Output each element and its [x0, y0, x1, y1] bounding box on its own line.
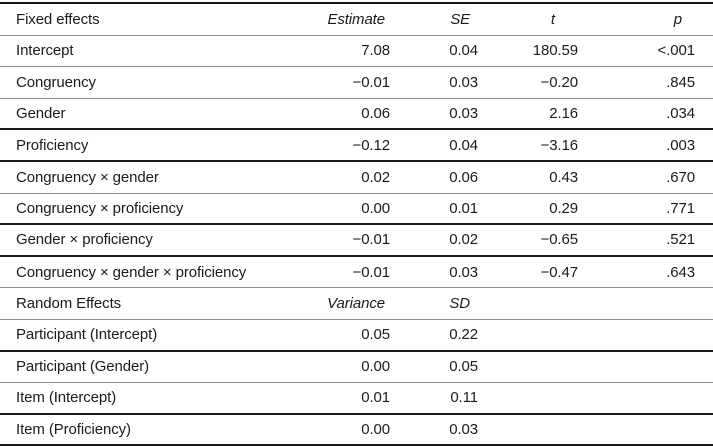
variance-column-header: Variance [327, 295, 385, 313]
variance-value: 0.05 [361, 326, 390, 344]
sd-value: 0.22 [449, 326, 478, 344]
estimate-value: 0.00 [361, 199, 390, 217]
se-column-header: SE [450, 10, 470, 28]
effect-label: Congruency × gender [16, 168, 159, 186]
fixed-effects-header-row: Fixed effects Estimate SE t p [0, 4, 713, 36]
estimate-value: −0.01 [352, 263, 391, 281]
effect-label: Intercept [16, 42, 74, 60]
table-row-participant-intercept: Participant (Intercept) 0.05 0.22 [0, 320, 713, 352]
table-row-gender-proficiency: Gender × proficiency −0.01 0.02 −0.65 .5… [0, 225, 713, 257]
estimate-value: −0.12 [352, 136, 391, 154]
t-value: −0.65 [540, 231, 579, 249]
p-value: .003 [666, 136, 695, 154]
variance-value: 0.00 [361, 421, 390, 439]
se-value: 0.06 [449, 168, 478, 186]
estimate-value: 7.08 [361, 42, 390, 60]
effect-label: Congruency × proficiency [16, 199, 184, 217]
se-value: 0.03 [449, 105, 478, 123]
p-value: .521 [666, 231, 695, 249]
table-row-congruency-gender-proficiency: Congruency × gender × proficiency −0.01 … [0, 257, 713, 289]
table-row-item-intercept: Item (Intercept) 0.01 0.11 [0, 383, 713, 415]
random-effect-label: Participant (Gender) [16, 358, 150, 376]
se-value: 0.02 [449, 231, 478, 249]
estimate-value: 0.02 [361, 168, 390, 186]
table-row-gender: Gender 0.06 0.03 2.16 .034 [0, 99, 713, 131]
estimate-value: 0.06 [361, 105, 390, 123]
table-row-congruency-proficiency: Congruency × proficiency 0.00 0.01 0.29 … [0, 194, 713, 226]
p-value: .845 [666, 73, 695, 91]
p-value: .034 [666, 105, 695, 123]
table-row-intercept: Intercept 7.08 0.04 180.59 <.001 [0, 36, 713, 68]
random-effects-header-row: Random Effects Variance SD [0, 288, 713, 320]
fixed-effects-header-label: Fixed effects [16, 10, 100, 28]
t-value: 180.59 [532, 42, 578, 60]
table-row-item-proficiency: Item (Proficiency) 0.00 0.03 [0, 415, 713, 446]
effect-label: Gender [16, 105, 66, 123]
random-effect-label: Item (Proficiency) [16, 421, 131, 439]
t-value: 0.43 [549, 168, 578, 186]
t-value: 0.29 [549, 199, 578, 217]
estimate-value: −0.01 [352, 231, 391, 249]
random-effect-label: Participant (Intercept) [16, 326, 158, 344]
sd-value: 0.05 [449, 358, 478, 376]
table-row-participant-gender: Participant (Gender) 0.00 0.05 [0, 352, 713, 384]
random-effect-label: Item (Intercept) [16, 389, 117, 407]
p-value: <.001 [657, 42, 696, 60]
t-column-header: t [550, 10, 555, 28]
table-row-congruency-gender: Congruency × gender 0.02 0.06 0.43 .670 [0, 162, 713, 194]
variance-value: 0.01 [361, 389, 390, 407]
t-value: −3.16 [540, 136, 579, 154]
random-effects-header-label: Random Effects [16, 295, 122, 313]
sd-column-header: SD [449, 295, 470, 313]
effect-label: Congruency [16, 73, 96, 91]
se-value: 0.03 [449, 73, 478, 91]
variance-value: 0.00 [361, 358, 390, 376]
se-value: 0.04 [449, 136, 478, 154]
p-value: .771 [666, 199, 695, 217]
t-value: 2.16 [549, 105, 578, 123]
p-column-header: p [673, 10, 682, 28]
sd-value: 0.03 [449, 421, 478, 439]
estimate-value: −0.01 [352, 73, 391, 91]
t-value: −0.47 [540, 263, 579, 281]
effect-label: Gender × proficiency [16, 231, 153, 249]
table-row-congruency: Congruency −0.01 0.03 −0.20 .845 [0, 67, 713, 99]
t-value: −0.20 [540, 73, 579, 91]
table-row-proficiency: Proficiency −0.12 0.04 −3.16 .003 [0, 130, 713, 162]
effect-label: Proficiency [16, 136, 89, 154]
p-value: .643 [666, 263, 695, 281]
effect-label: Congruency × gender × proficiency [16, 263, 247, 281]
se-value: 0.01 [449, 199, 478, 217]
estimate-column-header: Estimate [327, 10, 385, 28]
p-value: .670 [666, 168, 695, 186]
se-value: 0.04 [449, 42, 478, 60]
se-value: 0.03 [449, 263, 478, 281]
sd-value: 0.11 [450, 389, 478, 407]
